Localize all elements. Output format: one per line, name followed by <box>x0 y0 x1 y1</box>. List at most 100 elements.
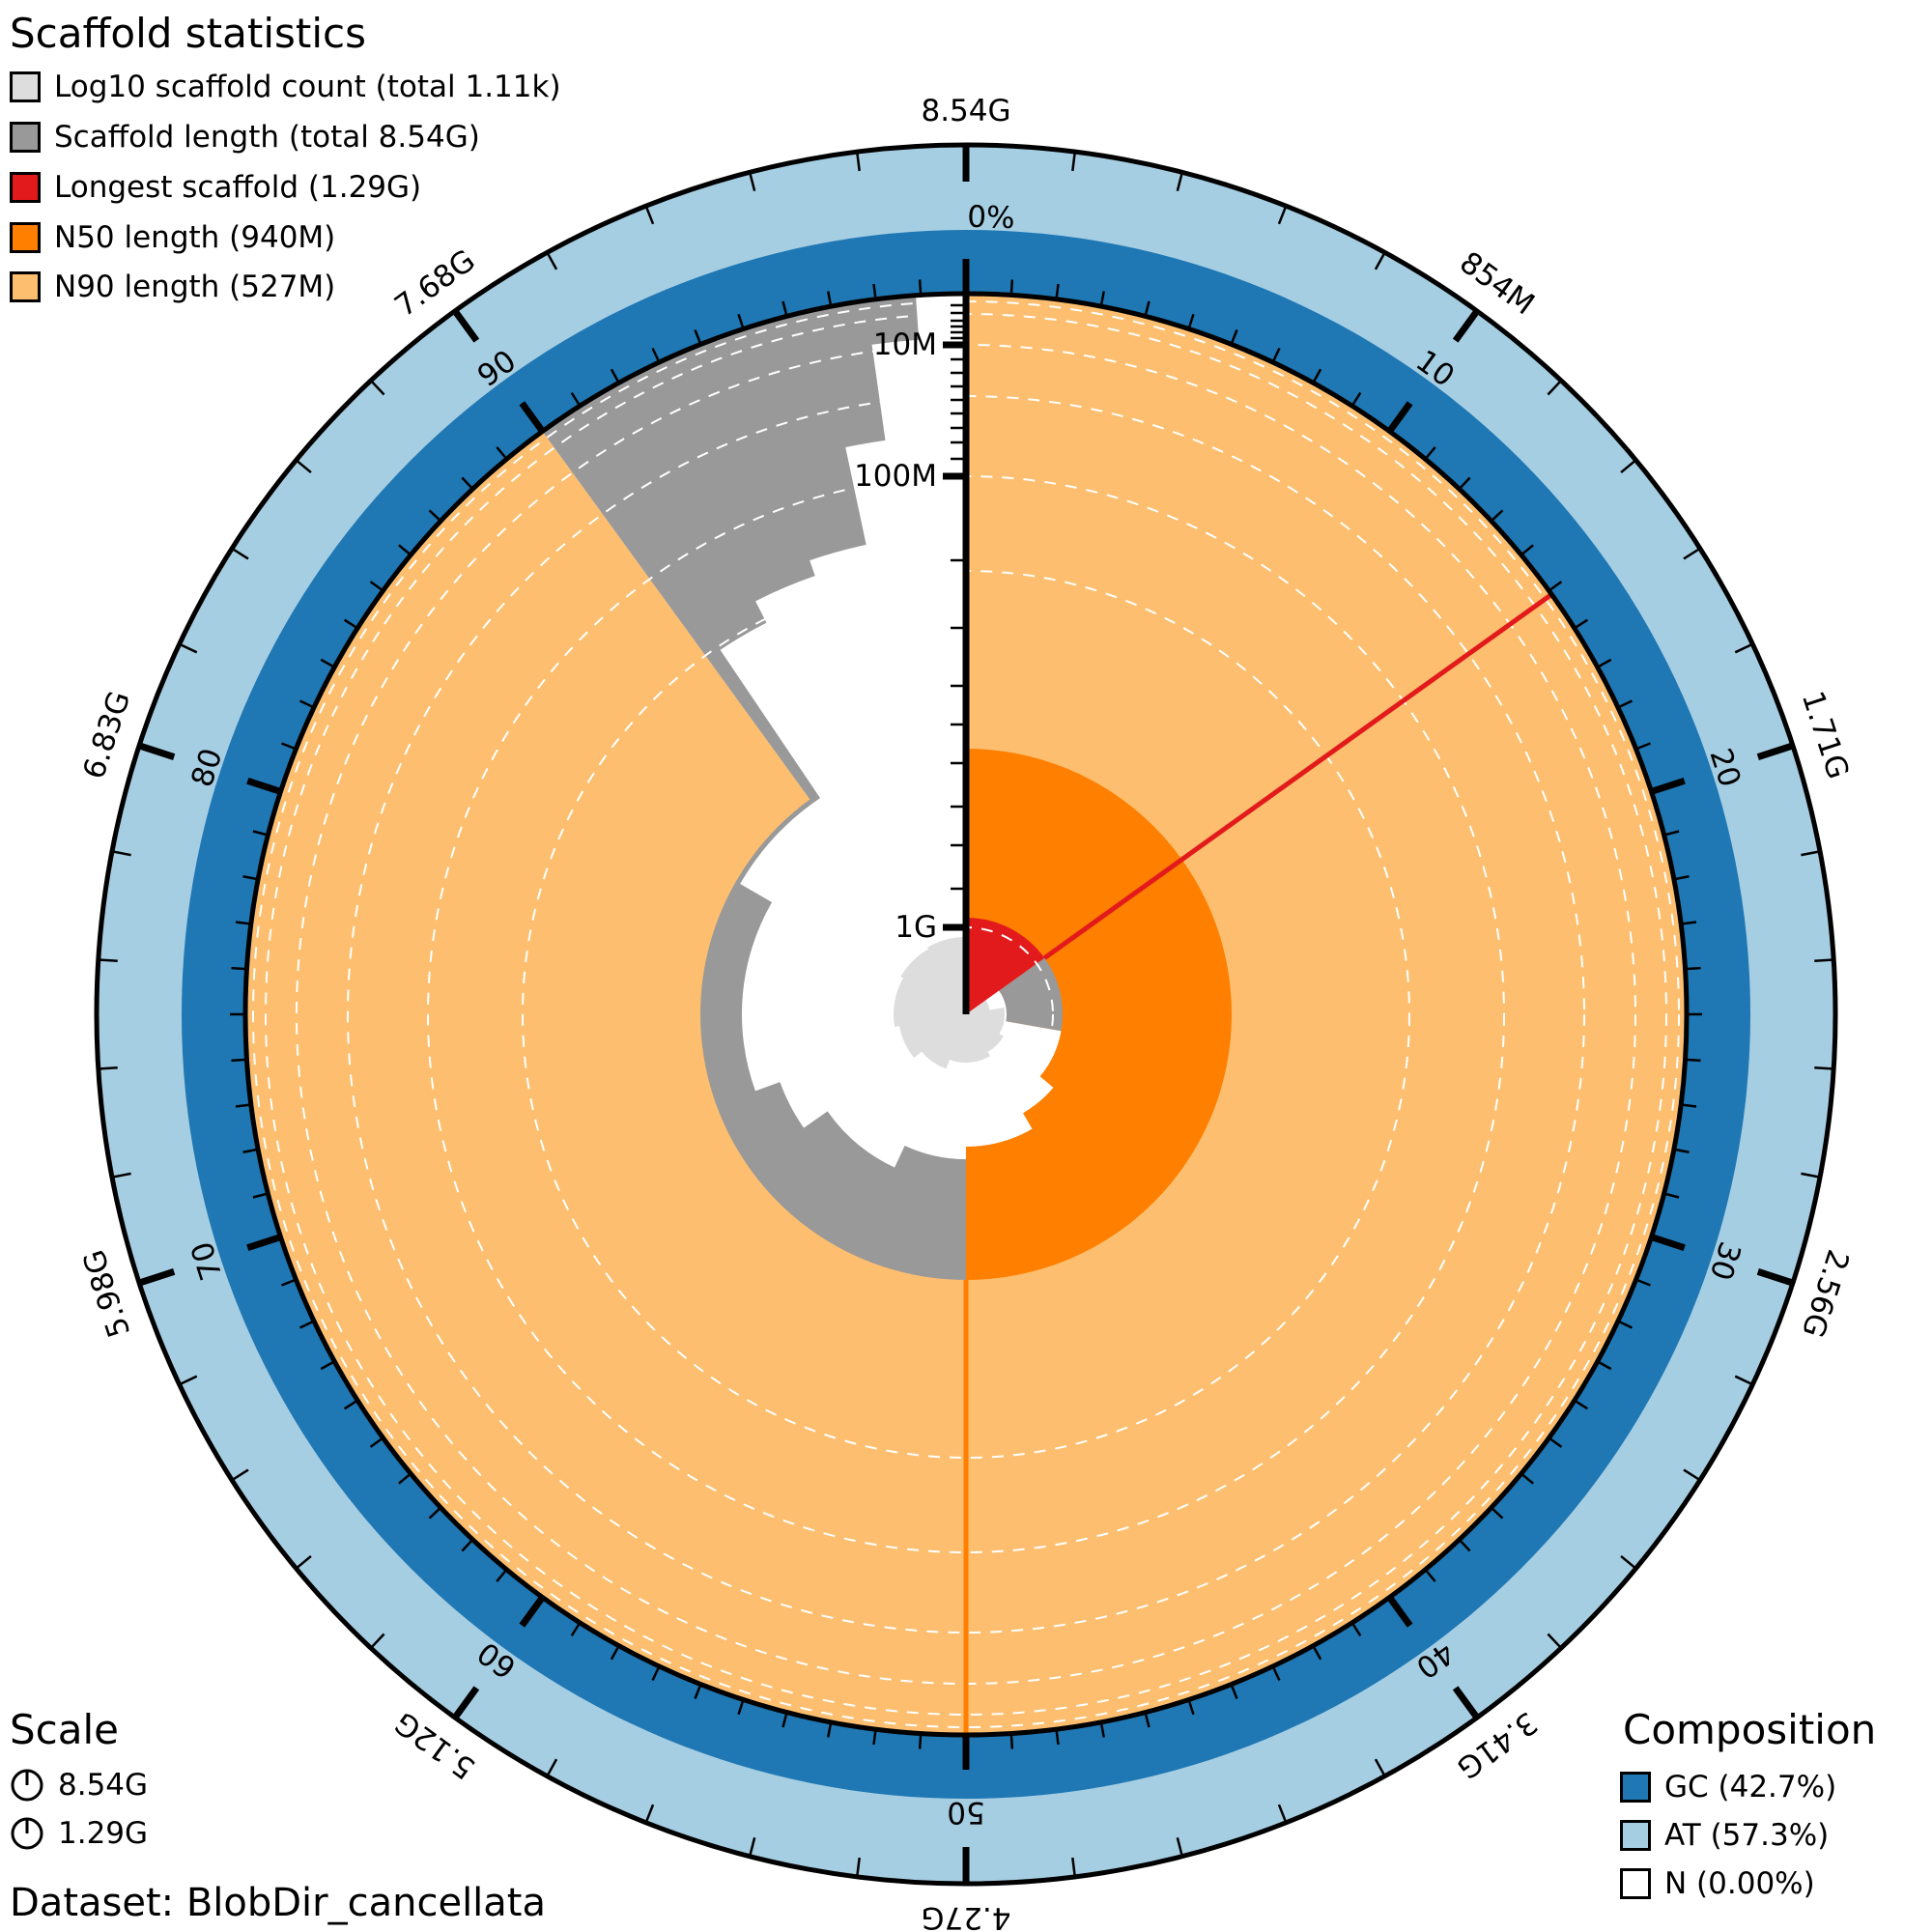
percent-tick <box>1635 742 1651 751</box>
percent-tick <box>398 544 412 556</box>
percent-tick <box>1230 1684 1238 1699</box>
percent-tick <box>496 1569 508 1582</box>
length-tick <box>546 251 558 270</box>
percent-tick <box>1144 1712 1151 1728</box>
longest-swatch <box>10 172 41 203</box>
composition-title: Composition <box>1623 1706 1877 1753</box>
percent-tick <box>1099 291 1106 307</box>
length-tick <box>748 171 756 191</box>
length-tick <box>1374 251 1386 270</box>
length-tick <box>369 380 385 396</box>
percent-tick <box>1548 1436 1563 1448</box>
scale-title: Scale <box>10 1706 119 1753</box>
percent-tick <box>252 1192 269 1199</box>
percent-tick <box>1617 699 1634 709</box>
dataset-label: Dataset: BlobDir_cancellata <box>10 1881 546 1925</box>
n90-swatch <box>10 271 41 302</box>
length-tick <box>1071 1857 1077 1878</box>
percent-tick <box>694 329 702 345</box>
length-tick <box>111 1172 131 1179</box>
length-tick <box>1734 1375 1753 1386</box>
length-tick <box>137 742 176 760</box>
percent-tick <box>781 1712 788 1728</box>
legend-label: N (0.00%) <box>1664 1866 1815 1901</box>
percent-tick <box>242 1148 259 1154</box>
percent-tick <box>1617 1320 1634 1329</box>
length-tick <box>1620 459 1637 474</box>
legend-item-n90: N90 length (527M) <box>10 268 335 306</box>
legend-item-n50: N50 length (940M) <box>10 218 335 257</box>
percent-tick <box>519 1595 546 1628</box>
scale-circle-icon <box>11 1769 43 1802</box>
percent-tick <box>343 1399 358 1410</box>
percent-tick <box>235 921 252 925</box>
length-tick <box>295 459 312 474</box>
percent-tick <box>1680 1103 1697 1108</box>
length-tick <box>1734 642 1753 654</box>
percent-tick <box>918 1733 923 1749</box>
percent-tick <box>252 830 269 837</box>
percent-tick <box>1386 401 1413 434</box>
length-tick <box>179 1375 198 1386</box>
n-swatch <box>1620 1868 1651 1899</box>
percent-tick <box>1271 1665 1281 1682</box>
percent-tick <box>519 401 546 434</box>
percent-tick <box>1350 391 1362 407</box>
percent-tick <box>1424 446 1436 460</box>
percent-tick <box>1520 544 1534 556</box>
percent-tick <box>1685 966 1701 971</box>
legend-item-length: Scaffold length (total 8.54G) <box>10 118 480 156</box>
scale-circle-icon <box>11 1817 43 1850</box>
n50-wedge <box>966 749 1232 1280</box>
legend-item-gc: GC (42.7%) <box>1620 1768 1836 1806</box>
percent-tick <box>461 476 474 491</box>
scale-label: 8.54G <box>58 1768 149 1803</box>
legend-label: Log10 scaffold count (total 1.11k) <box>54 70 561 104</box>
length-tick <box>1374 1758 1386 1777</box>
outer-tick-label: 1.71G <box>1795 687 1856 783</box>
length-tick <box>179 642 198 654</box>
count-swatch <box>10 71 41 102</box>
length-tick <box>1547 380 1563 396</box>
length-tick <box>546 1758 558 1777</box>
percent-tick <box>1597 1360 1612 1371</box>
length-tick <box>1801 1172 1821 1179</box>
length-tick <box>1547 1633 1563 1649</box>
percent-tick <box>398 1472 412 1485</box>
length-tick <box>748 1837 756 1858</box>
length-tick <box>1683 1468 1701 1482</box>
length-tick <box>111 850 131 857</box>
percent-tick <box>1548 581 1563 592</box>
percent-tick <box>1055 283 1060 300</box>
length-tick <box>1452 308 1480 343</box>
percent-tick <box>246 778 282 795</box>
percent-tick <box>1271 347 1281 363</box>
percent-tick <box>320 658 335 668</box>
percent-tick <box>651 347 661 363</box>
percent-tick <box>235 1103 252 1108</box>
legend-item-at: AT (57.3%) <box>1620 1816 1829 1855</box>
percent-tick <box>1680 921 1697 925</box>
percent-tick <box>1685 1058 1701 1063</box>
percent-tick <box>1187 313 1195 329</box>
length-tick <box>1277 1804 1288 1824</box>
percent-tick <box>1574 1399 1589 1410</box>
percent-tick <box>1009 1733 1014 1749</box>
length-tick <box>1801 850 1821 857</box>
legend-label: GC (42.7%) <box>1664 1770 1837 1804</box>
length-tick <box>98 1066 118 1070</box>
length-tick <box>231 1468 249 1482</box>
percent-tick <box>1187 1699 1195 1716</box>
percent-tick <box>428 1506 442 1520</box>
percent-tick <box>246 1234 282 1251</box>
n50-swatch <box>10 222 41 253</box>
percent-tick <box>1663 830 1680 837</box>
length-tick <box>1756 742 1795 760</box>
length-tick <box>1756 1268 1795 1287</box>
percent-tick <box>1230 329 1238 345</box>
percent-tick <box>1350 1622 1362 1637</box>
length-tick <box>1814 1066 1834 1070</box>
stats-legend-title: Scaffold statistics <box>10 10 367 57</box>
percent-tick <box>231 1058 247 1063</box>
